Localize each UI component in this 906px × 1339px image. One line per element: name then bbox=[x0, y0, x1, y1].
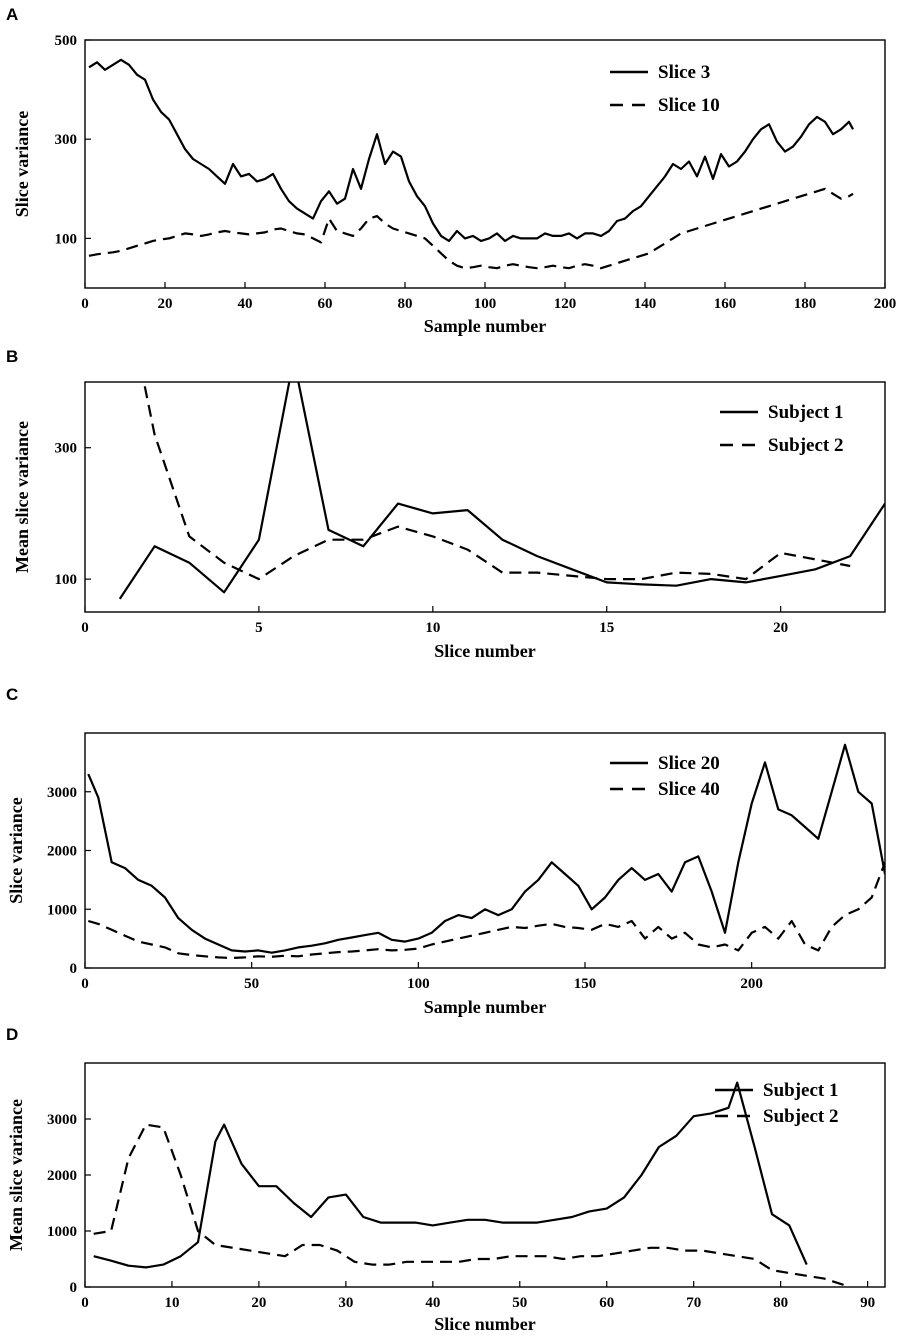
x-tick-label: 80 bbox=[398, 296, 413, 312]
x-tick-label: 100 bbox=[474, 296, 497, 312]
series-line-slice-10 bbox=[88, 187, 854, 270]
y-tick-label: 0 bbox=[70, 1280, 78, 1296]
legend-label: Subject 1 bbox=[763, 1080, 838, 1101]
chart-panel-b: B 0 5 10 15 20 100 300 Slice number Mean slice va… bbox=[6, 347, 886, 661]
legend-label: Subject 2 bbox=[763, 1106, 838, 1127]
chart-panel-d: D 0 10 20 30 40 50 60 70 80 90 0 1000 2000 3000 Slice n… bbox=[6, 1025, 886, 1334]
x-tick-label: 40 bbox=[425, 1295, 440, 1311]
y-axis-label: Slice variance bbox=[12, 111, 32, 217]
x-tick-label: 10 bbox=[425, 620, 440, 636]
x-tick-label: 120 bbox=[554, 296, 577, 312]
x-tick-label: 150 bbox=[574, 976, 597, 992]
legend-label: Slice 10 bbox=[658, 95, 720, 116]
y-tick-label: 300 bbox=[55, 132, 78, 148]
y-tick-label: 1000 bbox=[47, 1224, 77, 1240]
x-tick-label: 140 bbox=[634, 296, 657, 312]
x-axis-label: Sample number bbox=[424, 316, 547, 336]
x-tick-label: 50 bbox=[244, 976, 259, 992]
legend-label: Subject 1 bbox=[768, 402, 843, 423]
chart-panel-a: A 0 20 40 60 80 100 120 140 160 180 200 100 300 500 Sam… bbox=[6, 5, 896, 336]
x-tick-label: 200 bbox=[740, 976, 763, 992]
series-line-subject-1 bbox=[93, 1081, 808, 1269]
legend-label: Subject 2 bbox=[768, 435, 843, 456]
x-axis-label: Sample number bbox=[424, 997, 547, 1017]
plot-frame bbox=[84, 381, 886, 613]
series-line-slice-40 bbox=[87, 861, 885, 960]
y-tick-label: 100 bbox=[55, 231, 78, 247]
x-tick-label: 70 bbox=[686, 1295, 701, 1311]
x-tick-label: 10 bbox=[164, 1295, 179, 1311]
series-line-subject-2 bbox=[142, 382, 851, 581]
y-tick-label: 1000 bbox=[47, 902, 77, 918]
x-axis-label: Slice number bbox=[434, 1314, 536, 1334]
x-tick-label: 20 bbox=[773, 620, 788, 636]
x-tick-label: 15 bbox=[599, 620, 614, 636]
legend: Slice 20 Slice 40 bbox=[610, 753, 720, 800]
legend-label: Slice 20 bbox=[658, 753, 720, 774]
x-tick-label: 20 bbox=[251, 1295, 266, 1311]
x-tick-label: 180 bbox=[794, 296, 817, 312]
x-axis-label: Slice number bbox=[434, 641, 536, 661]
x-tick-label: 90 bbox=[860, 1295, 875, 1311]
y-axis-label: Slice variance bbox=[6, 797, 26, 903]
x-tick-label: 80 bbox=[773, 1295, 788, 1311]
x-tick-label: 50 bbox=[512, 1295, 527, 1311]
legend-label: Slice 40 bbox=[658, 779, 720, 800]
panel-letter: A bbox=[6, 5, 18, 24]
y-tick-label: 100 bbox=[55, 572, 78, 588]
legend-label: Slice 3 bbox=[658, 62, 710, 83]
y-axis-label: Mean slice variance bbox=[6, 1099, 26, 1251]
x-tick-label: 200 bbox=[874, 296, 897, 312]
panel-letter: D bbox=[6, 1025, 18, 1044]
y-tick-label: 300 bbox=[55, 441, 78, 457]
legend: Slice 3 Slice 10 bbox=[610, 62, 720, 116]
series-line-subject-2 bbox=[93, 1123, 851, 1287]
y-tick-label: 2000 bbox=[47, 844, 77, 860]
x-tick-label: 60 bbox=[599, 1295, 614, 1311]
x-tick-label: 30 bbox=[338, 1295, 353, 1311]
series-line-subject-1 bbox=[118, 382, 885, 600]
legend: Subject 1 Subject 2 bbox=[715, 1080, 838, 1127]
x-tick-label: 0 bbox=[81, 1295, 89, 1311]
y-axis-label: Mean slice variance bbox=[12, 421, 32, 573]
x-tick-label: 60 bbox=[318, 296, 333, 312]
x-tick-label: 160 bbox=[714, 296, 737, 312]
series-line-slice-3 bbox=[88, 58, 854, 242]
x-tick-label: 40 bbox=[238, 296, 253, 312]
y-tick-label: 3000 bbox=[47, 785, 77, 801]
legend: Subject 1 Subject 2 bbox=[720, 402, 843, 456]
x-tick-label: 0 bbox=[81, 296, 89, 312]
y-tick-label: 0 bbox=[70, 961, 78, 977]
y-tick-label: 3000 bbox=[47, 1112, 77, 1128]
x-tick-label: 5 bbox=[255, 620, 263, 636]
plot-frame bbox=[84, 39, 886, 289]
panel-letter: B bbox=[6, 347, 18, 366]
x-tick-label: 20 bbox=[158, 296, 173, 312]
panel-letter: C bbox=[6, 685, 18, 704]
y-tick-label: 500 bbox=[55, 33, 78, 49]
x-tick-label: 0 bbox=[81, 620, 89, 636]
x-tick-label: 0 bbox=[81, 976, 89, 992]
y-tick-label: 2000 bbox=[47, 1168, 77, 1184]
x-tick-label: 100 bbox=[407, 976, 430, 992]
series-line-slice-20 bbox=[87, 743, 885, 954]
